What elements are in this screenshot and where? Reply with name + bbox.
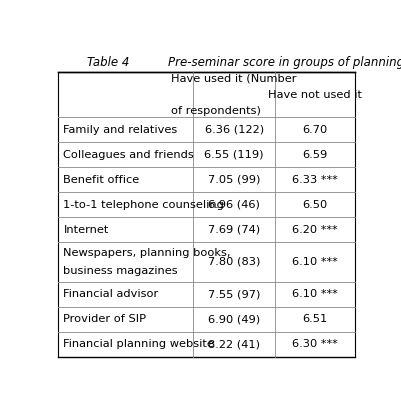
Text: 7.55 (97): 7.55 (97) (208, 289, 260, 299)
Text: 1-to-1 telephone counseling: 1-to-1 telephone counseling (63, 200, 225, 210)
Text: 6.59: 6.59 (302, 150, 328, 160)
Text: 6.10 ***: 6.10 *** (292, 289, 338, 299)
Text: Financial advisor: Financial advisor (63, 289, 159, 299)
Text: 6.10 ***: 6.10 *** (292, 257, 338, 267)
Text: Colleagues and friends: Colleagues and friends (63, 150, 194, 160)
Text: Family and relatives: Family and relatives (63, 125, 178, 135)
Text: 6.50: 6.50 (302, 200, 328, 210)
Text: 7.69 (74): 7.69 (74) (208, 225, 260, 235)
Text: 6.96 (46): 6.96 (46) (208, 200, 260, 210)
Text: 6.30 ***: 6.30 *** (292, 339, 338, 349)
Text: 6.70: 6.70 (302, 125, 328, 135)
Text: 7.80 (83): 7.80 (83) (208, 257, 260, 267)
Text: Financial planning website: Financial planning website (63, 339, 215, 349)
Text: 6.33 ***: 6.33 *** (292, 175, 338, 185)
Text: Internet: Internet (63, 225, 109, 235)
Text: 6.90 (49): 6.90 (49) (208, 314, 260, 324)
Text: 7.05 (99): 7.05 (99) (208, 175, 260, 185)
Text: 6.36 (122): 6.36 (122) (205, 125, 264, 135)
Text: 6.20 ***: 6.20 *** (292, 225, 338, 235)
Text: Have used it (Number

of respondents): Have used it (Number of respondents) (171, 73, 297, 116)
Text: Provider of SIP: Provider of SIP (63, 314, 146, 324)
Text: Table 4: Table 4 (87, 56, 130, 69)
Text: 6.55 (119): 6.55 (119) (205, 150, 264, 160)
Text: Pre-seminar score in groups of planning tools: Pre-seminar score in groups of planning … (168, 56, 401, 69)
Text: Have not used it: Have not used it (268, 90, 362, 100)
Text: Newspapers, planning books,: Newspapers, planning books, (63, 248, 231, 258)
Text: 6.51: 6.51 (302, 314, 328, 324)
Text: business magazines: business magazines (63, 266, 178, 276)
Text: 8.22 (41): 8.22 (41) (208, 339, 260, 349)
Text: Benefit office: Benefit office (63, 175, 140, 185)
